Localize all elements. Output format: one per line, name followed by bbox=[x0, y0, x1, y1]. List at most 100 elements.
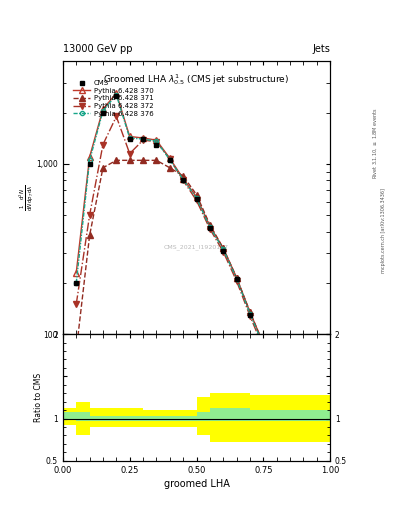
Pythia 6.428 376 bbox=[87, 157, 92, 163]
Pythia 6.428 370 bbox=[234, 274, 239, 281]
Legend: CMS, Pythia 6.428 370, Pythia 6.428 371, Pythia 6.428 372, Pythia 6.428 376: CMS, Pythia 6.428 370, Pythia 6.428 371,… bbox=[72, 78, 155, 118]
CMS bbox=[221, 247, 226, 253]
Pythia 6.428 372 bbox=[74, 301, 79, 307]
Pythia 6.428 376 bbox=[261, 342, 266, 348]
Pythia 6.428 371 bbox=[87, 232, 92, 239]
Line: CMS: CMS bbox=[74, 94, 332, 512]
Pythia 6.428 372 bbox=[301, 472, 306, 478]
Line: Pythia 6.428 370: Pythia 6.428 370 bbox=[73, 91, 333, 512]
Pythia 6.428 376 bbox=[127, 135, 132, 141]
Text: CMS_2021_I1920187: CMS_2021_I1920187 bbox=[164, 244, 229, 250]
Pythia 6.428 370 bbox=[154, 137, 159, 143]
Pythia 6.428 376 bbox=[101, 108, 105, 114]
Pythia 6.428 371 bbox=[208, 222, 212, 228]
CMS bbox=[154, 141, 159, 147]
Pythia 6.428 376 bbox=[114, 92, 119, 98]
Text: Jets: Jets bbox=[312, 44, 330, 54]
Pythia 6.428 370 bbox=[261, 340, 266, 347]
Pythia 6.428 376 bbox=[181, 177, 185, 183]
Y-axis label: Ratio to CMS: Ratio to CMS bbox=[34, 373, 43, 422]
Pythia 6.428 370 bbox=[114, 90, 119, 96]
CMS bbox=[301, 466, 306, 473]
CMS bbox=[167, 157, 172, 163]
Pythia 6.428 370 bbox=[194, 194, 199, 200]
CMS bbox=[274, 379, 279, 386]
Text: mcplots.cern.ch [arXiv:1306.3436]: mcplots.cern.ch [arXiv:1306.3436] bbox=[381, 188, 386, 273]
Pythia 6.428 370 bbox=[274, 377, 279, 383]
Text: 13000 GeV pp: 13000 GeV pp bbox=[63, 44, 132, 54]
Pythia 6.428 376 bbox=[288, 418, 292, 424]
Line: Pythia 6.428 372: Pythia 6.428 372 bbox=[73, 113, 333, 512]
Pythia 6.428 372 bbox=[234, 278, 239, 284]
Pythia 6.428 372 bbox=[154, 139, 159, 145]
Pythia 6.428 370 bbox=[221, 245, 226, 251]
Pythia 6.428 372 bbox=[127, 151, 132, 157]
Pythia 6.428 372 bbox=[288, 422, 292, 429]
Pythia 6.428 370 bbox=[167, 155, 172, 161]
Pythia 6.428 372 bbox=[141, 137, 145, 143]
Pythia 6.428 376 bbox=[167, 157, 172, 163]
CMS bbox=[288, 420, 292, 426]
Pythia 6.428 372 bbox=[194, 198, 199, 204]
Pythia 6.428 370 bbox=[101, 106, 105, 112]
CMS bbox=[101, 110, 105, 116]
Pythia 6.428 370 bbox=[141, 135, 145, 141]
Pythia 6.428 372 bbox=[261, 345, 266, 351]
Pythia 6.428 371 bbox=[234, 274, 239, 281]
Pythia 6.428 371 bbox=[221, 245, 226, 251]
Pythia 6.428 370 bbox=[181, 176, 185, 182]
Text: Rivet 3.1.10, $\geq$ 1.8M events: Rivet 3.1.10, $\geq$ 1.8M events bbox=[371, 108, 379, 179]
CMS bbox=[194, 196, 199, 202]
Pythia 6.428 371 bbox=[301, 462, 306, 468]
Pythia 6.428 372 bbox=[101, 141, 105, 147]
Pythia 6.428 376 bbox=[141, 136, 145, 142]
Pythia 6.428 371 bbox=[274, 377, 279, 383]
Pythia 6.428 370 bbox=[87, 154, 92, 160]
Pythia 6.428 371 bbox=[154, 157, 159, 163]
Pythia 6.428 371 bbox=[74, 348, 79, 354]
CMS bbox=[127, 136, 132, 142]
Pythia 6.428 370 bbox=[208, 223, 212, 229]
Pythia 6.428 372 bbox=[208, 226, 212, 232]
CMS bbox=[181, 177, 185, 183]
CMS bbox=[87, 161, 92, 167]
Pythia 6.428 371 bbox=[194, 191, 199, 198]
CMS bbox=[261, 343, 266, 349]
Pythia 6.428 370 bbox=[127, 134, 132, 140]
Pythia 6.428 370 bbox=[301, 462, 306, 468]
Pythia 6.428 371 bbox=[141, 157, 145, 163]
Text: Groomed LHA $\lambda^{1}_{0.5}$ (CMS jet substructure): Groomed LHA $\lambda^{1}_{0.5}$ (CMS jet… bbox=[103, 72, 290, 87]
Pythia 6.428 371 bbox=[288, 415, 292, 421]
Pythia 6.428 376 bbox=[234, 275, 239, 282]
Pythia 6.428 371 bbox=[261, 340, 266, 347]
Pythia 6.428 371 bbox=[101, 165, 105, 171]
Pythia 6.428 370 bbox=[288, 415, 292, 421]
Pythia 6.428 371 bbox=[114, 157, 119, 163]
Pythia 6.428 372 bbox=[114, 113, 119, 119]
Pythia 6.428 370 bbox=[74, 269, 79, 275]
Pythia 6.428 376 bbox=[154, 138, 159, 144]
Pythia 6.428 372 bbox=[221, 249, 226, 255]
Pythia 6.428 371 bbox=[248, 309, 252, 315]
Pythia 6.428 376 bbox=[274, 378, 279, 384]
CMS bbox=[208, 225, 212, 231]
Pythia 6.428 372 bbox=[87, 212, 92, 218]
Pythia 6.428 371 bbox=[167, 165, 172, 171]
Pythia 6.428 372 bbox=[248, 313, 252, 319]
CMS bbox=[114, 93, 119, 99]
Line: Pythia 6.428 376: Pythia 6.428 376 bbox=[74, 93, 332, 512]
Pythia 6.428 370 bbox=[248, 309, 252, 315]
Pythia 6.428 371 bbox=[181, 173, 185, 179]
CMS bbox=[248, 312, 252, 318]
X-axis label: groomed LHA: groomed LHA bbox=[163, 479, 230, 489]
Pythia 6.428 372 bbox=[274, 382, 279, 389]
Pythia 6.428 376 bbox=[74, 280, 79, 286]
Pythia 6.428 376 bbox=[208, 224, 212, 230]
Pythia 6.428 372 bbox=[181, 177, 185, 183]
CMS bbox=[141, 136, 145, 142]
Y-axis label: $\frac{1}{\mathrm{d}N} \frac{\mathrm{d}^2N}{\mathrm{d}p_T\,\mathrm{d}\lambda}$: $\frac{1}{\mathrm{d}N} \frac{\mathrm{d}^… bbox=[17, 184, 35, 211]
Pythia 6.428 376 bbox=[301, 464, 306, 471]
Pythia 6.428 376 bbox=[194, 195, 199, 201]
Pythia 6.428 371 bbox=[127, 157, 132, 163]
Line: Pythia 6.428 371: Pythia 6.428 371 bbox=[73, 158, 333, 512]
